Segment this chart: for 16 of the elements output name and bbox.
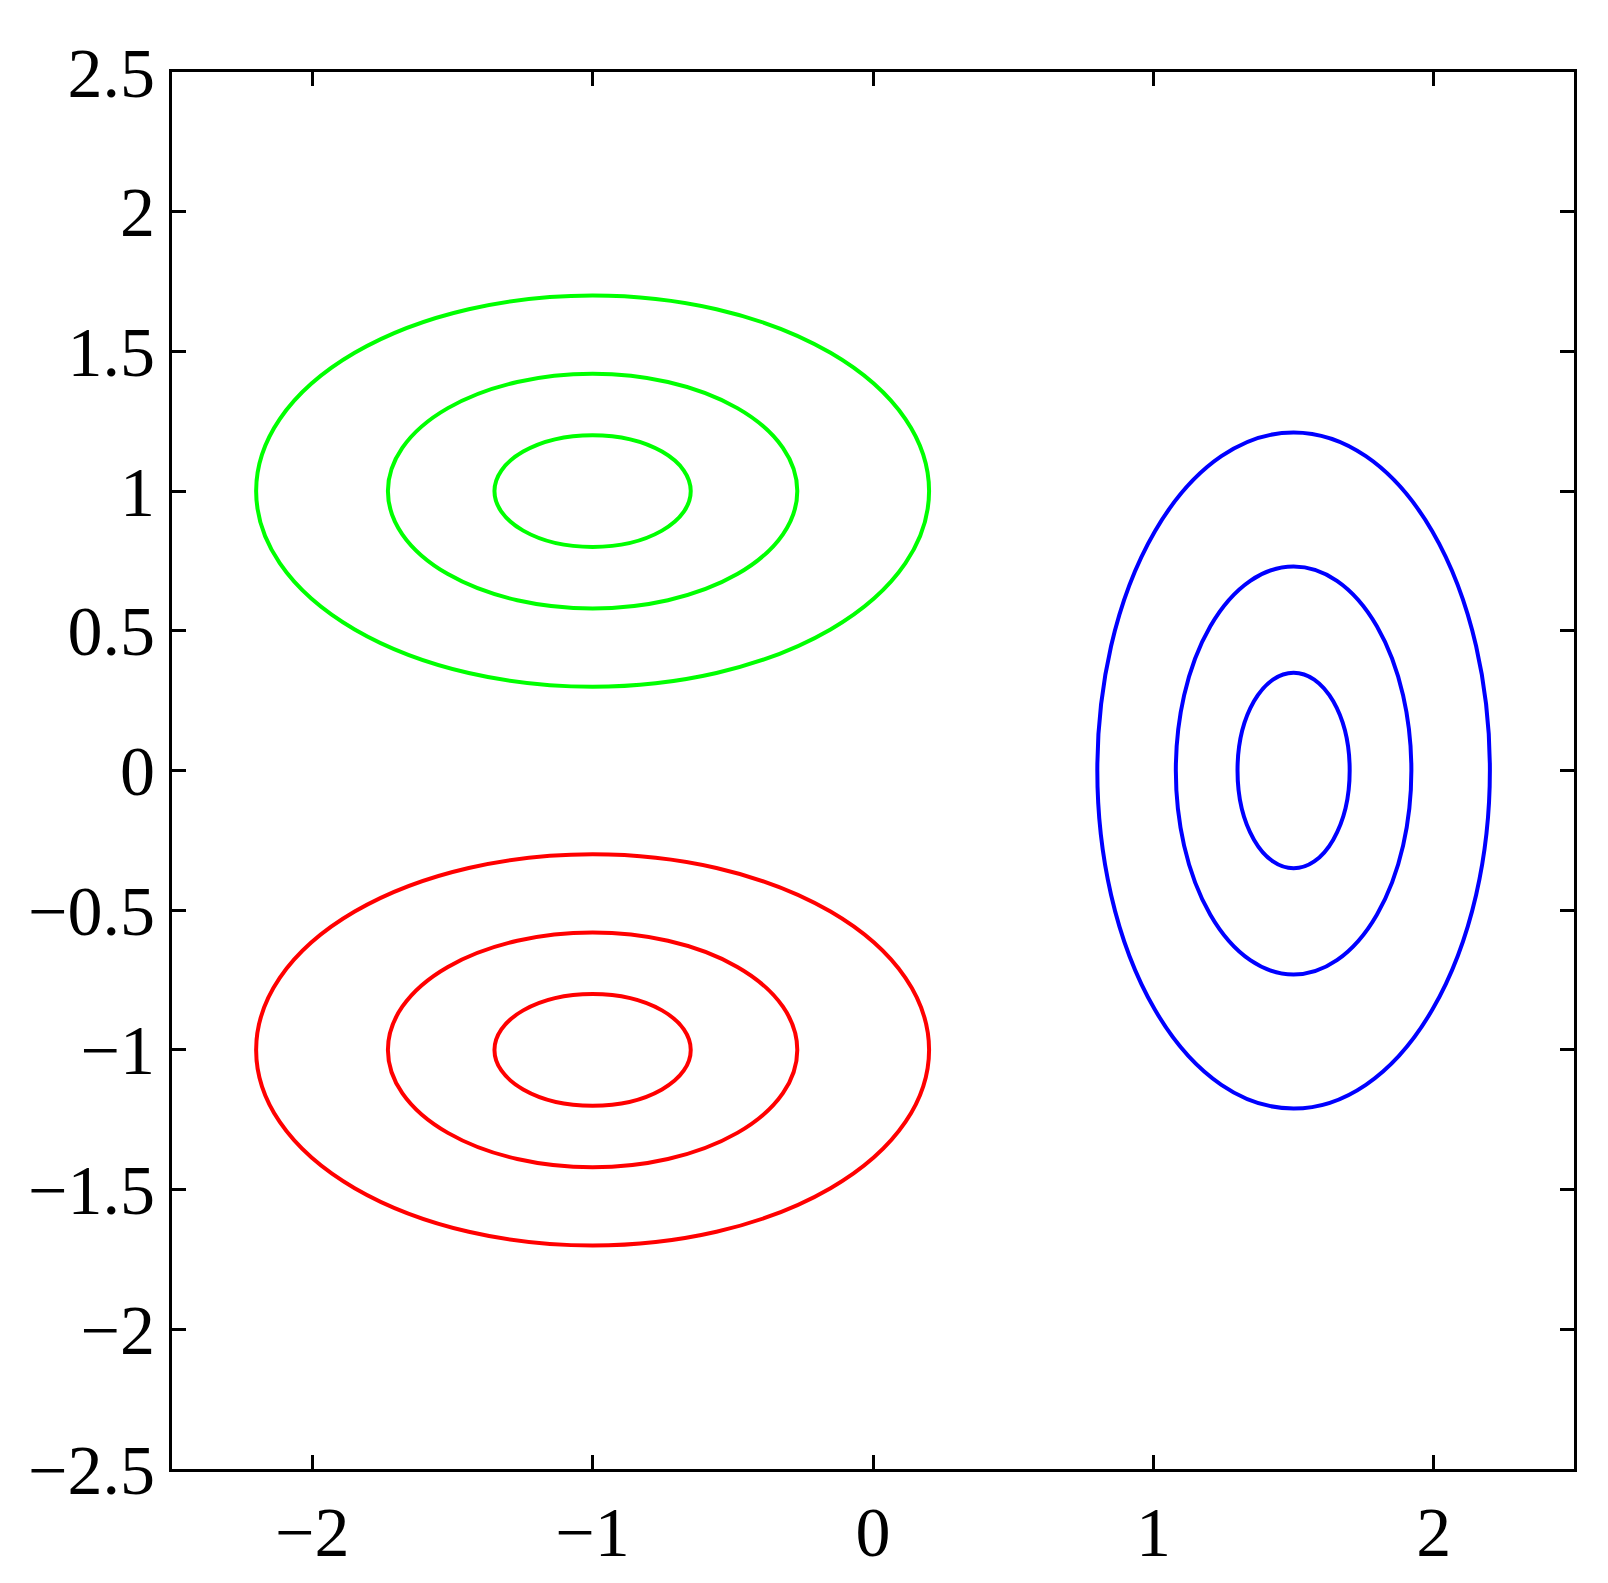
x-tick-label: 1 (1135, 1494, 1171, 1571)
x-tick-label: 0 (855, 1494, 891, 1571)
y-tick-label: 1.5 (67, 313, 155, 391)
y-tick-label: 0 (120, 733, 155, 810)
y-tick-label: 1 (120, 453, 155, 531)
x-tick-label: −1 (555, 1494, 630, 1571)
y-tick-label: −1.5 (28, 1152, 155, 1230)
y-tick-label: 2 (120, 174, 155, 252)
y-tick-label: 2.5 (67, 34, 155, 112)
y-tick-label: −2 (80, 1291, 155, 1369)
y-tick-label: −1 (80, 1012, 155, 1090)
x-tick-label: −2 (274, 1494, 350, 1571)
y-tick-label: 0.5 (67, 593, 155, 671)
x-tick-label: 2 (1416, 1494, 1452, 1571)
y-tick-label: −0.5 (28, 872, 155, 950)
y-tick-label: −2.5 (28, 1431, 155, 1509)
